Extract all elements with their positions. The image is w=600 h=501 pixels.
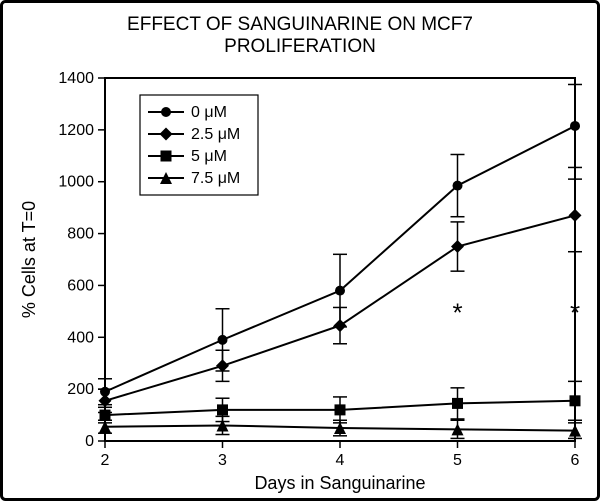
y-tick-label: 0 <box>85 433 94 450</box>
circle-marker <box>570 121 580 131</box>
square-marker <box>452 398 463 409</box>
legend-label: 2.5 μM <box>191 126 240 143</box>
square-marker <box>100 410 111 421</box>
x-axis-label: Days in Sanguinarine <box>254 473 425 493</box>
circle-marker <box>335 286 345 296</box>
y-tick-label: 1000 <box>58 174 94 191</box>
square-marker <box>217 404 228 415</box>
y-tick-label: 200 <box>67 381 94 398</box>
significance-marker: * <box>570 297 580 327</box>
legend-label: 0 μM <box>191 104 227 121</box>
square-marker <box>570 395 581 406</box>
square-marker <box>161 151 172 162</box>
chart-title-line2: PROLIFERATION <box>224 36 376 57</box>
legend-label: 7.5 μM <box>191 170 240 187</box>
circle-marker <box>218 335 228 345</box>
y-tick-label: 1200 <box>58 122 94 139</box>
y-tick-label: 1400 <box>58 70 94 87</box>
x-tick-label: 5 <box>453 452 462 469</box>
square-marker <box>335 404 346 415</box>
chart-container: EFFECT OF SANGUINARINE ON MCF7PROLIFERAT… <box>0 0 600 501</box>
x-tick-label: 6 <box>571 452 580 469</box>
proliferation-line-chart: EFFECT OF SANGUINARINE ON MCF7PROLIFERAT… <box>0 0 600 501</box>
x-tick-label: 2 <box>101 452 110 469</box>
circle-marker <box>453 181 463 191</box>
legend: 0 μM 2.5 μM 5 μM 7.5 μM <box>140 95 258 195</box>
x-tick-label: 3 <box>218 452 227 469</box>
y-tick-label: 800 <box>67 226 94 243</box>
legend-label: 5 μM <box>191 148 227 165</box>
significance-marker: * <box>452 297 462 327</box>
y-axis-label: % Cells at T=0 <box>19 201 39 318</box>
chart-title-line1: EFFECT OF SANGUINARINE ON MCF7 <box>127 14 473 35</box>
y-tick-label: 400 <box>67 329 94 346</box>
x-tick-label: 4 <box>336 452 345 469</box>
circle-marker <box>161 107 171 117</box>
y-tick-label: 600 <box>67 277 94 294</box>
